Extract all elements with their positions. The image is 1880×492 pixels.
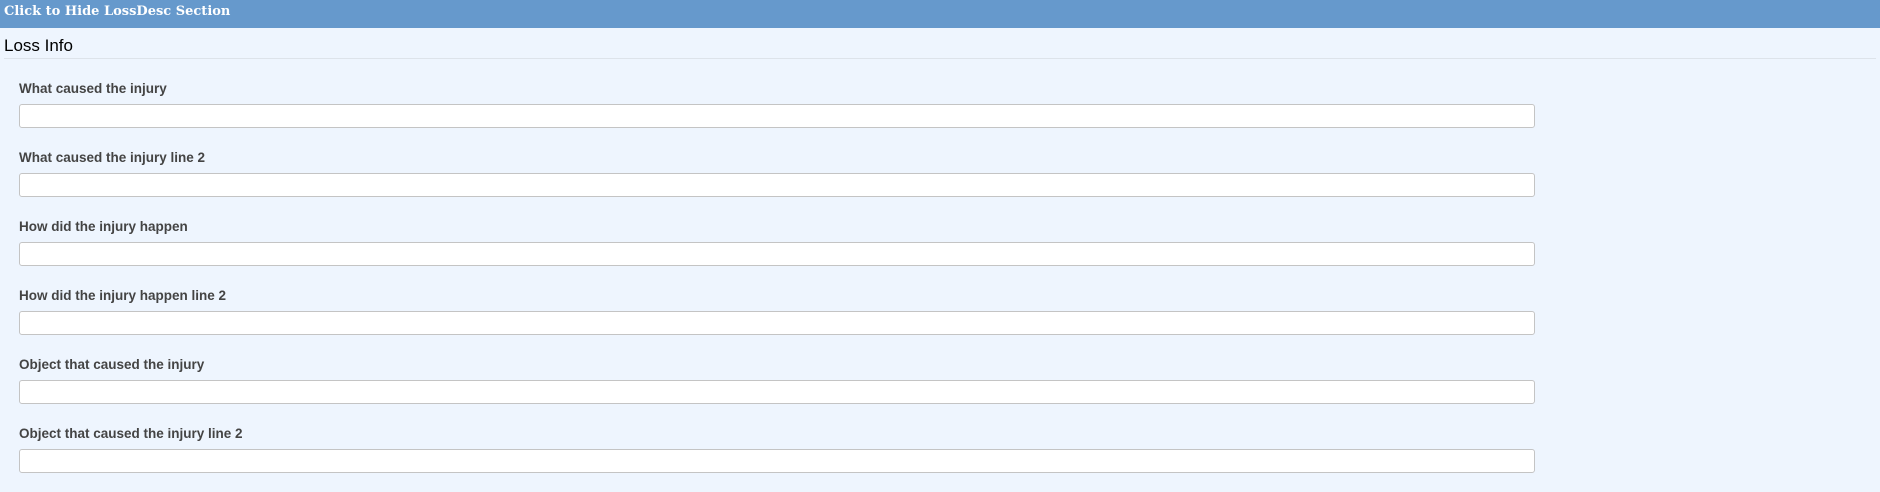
object-caused-injury-line-2-input[interactable] [19,449,1535,473]
field-what-caused-injury: What caused the injury [19,80,1535,128]
how-injury-happen-input[interactable] [19,242,1535,266]
hide-lossdesc-section-toggle[interactable]: Click to Hide LossDesc Section [0,0,1880,28]
field-label: How did the injury happen [19,219,188,234]
field-what-caused-injury-line-2: What caused the injury line 2 [19,149,1535,197]
what-caused-injury-line-2-input[interactable] [19,173,1535,197]
field-how-injury-happen-line-2: How did the injury happen line 2 [19,287,1535,335]
object-caused-injury-input[interactable] [19,380,1535,404]
field-label: What caused the injury line 2 [19,150,206,165]
section-divider [4,58,1876,59]
field-object-caused-injury-line-2: Object that caused the injury line 2 [19,425,1535,473]
field-label: What caused the injury [19,81,167,96]
how-injury-happen-line-2-input[interactable] [19,311,1535,335]
field-label: Object that caused the injury line 2 [19,426,243,441]
field-label: How did the injury happen line 2 [19,288,227,303]
field-object-caused-injury: Object that caused the injury [19,356,1535,404]
section-title: Loss Info [4,36,73,55]
what-caused-injury-input[interactable] [19,104,1535,128]
field-label: Object that caused the injury [19,357,205,372]
field-how-injury-happen: How did the injury happen [19,218,1535,266]
